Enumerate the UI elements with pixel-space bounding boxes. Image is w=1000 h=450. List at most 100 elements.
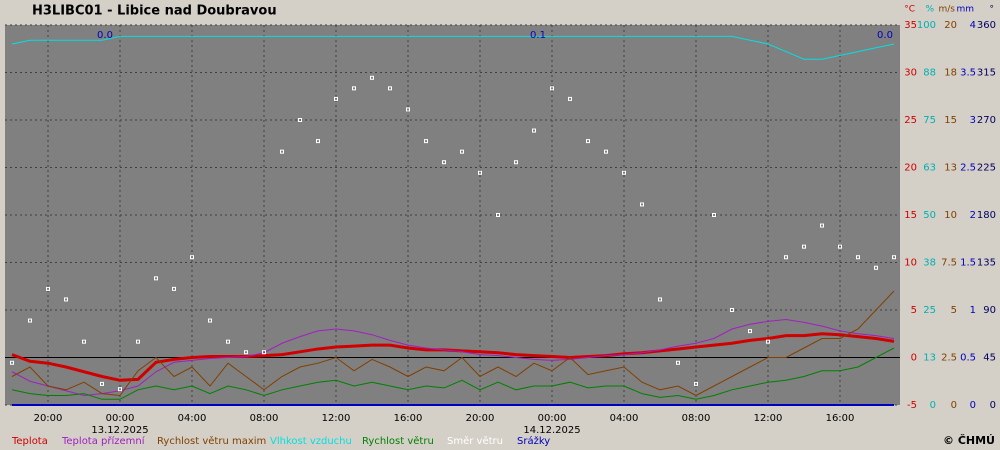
legend-entry: Rychlost větru: [362, 435, 434, 447]
wind-direction-dot: [712, 213, 716, 217]
wind-direction-dot: [136, 339, 140, 344]
wind-direction-dot: [208, 318, 212, 323]
wind-direction-dot: [334, 96, 338, 101]
y-tick-label: -5: [907, 400, 917, 411]
wind-direction-dot: [478, 170, 482, 175]
wind-direction-dot: [280, 149, 284, 154]
y-tick-label: 88: [923, 68, 936, 79]
y-tick-label: 3.5: [960, 68, 976, 79]
wind-direction-dot: [82, 339, 86, 344]
legend-entry: Srážky: [517, 435, 550, 447]
legend-entry: Teplota přízemní: [61, 435, 146, 447]
y-tick-label: 5: [911, 305, 917, 316]
y-tick-label: 30: [904, 68, 917, 79]
y-tick-label: 3: [970, 115, 976, 126]
y-tick-label: 25: [904, 115, 917, 126]
wind-direction-dot: [496, 213, 500, 217]
y-tick-label: 75: [923, 115, 936, 126]
wind-direction-dot: [460, 149, 464, 154]
x-tick-label: 08:00: [682, 413, 711, 424]
y-tick-label: 7.5: [941, 258, 957, 269]
y-tick-label: 18: [944, 68, 957, 79]
wind-direction-dot: [604, 149, 608, 154]
y-tick-label: 2: [970, 210, 976, 221]
y-tick-label: 15: [944, 115, 957, 126]
wind-direction-dot: [424, 139, 428, 144]
y-tick-label: 90: [983, 305, 996, 316]
y-tick-label: 50: [923, 210, 936, 221]
y-tick-label: 25: [923, 305, 936, 316]
wind-direction-dot: [262, 350, 266, 355]
x-tick-label: 20:00: [466, 413, 495, 424]
precip-total: 0.1: [530, 30, 546, 41]
wind-direction-dot: [514, 160, 518, 165]
wind-direction-dot: [658, 297, 662, 302]
wind-direction-dot: [28, 318, 32, 323]
axis-unit: %: [925, 5, 934, 15]
y-tick-label: 63: [923, 163, 936, 174]
y-tick-label: 45: [983, 353, 996, 364]
wind-direction-dot: [10, 360, 14, 365]
date-label: 13.12.2025: [91, 425, 148, 436]
x-tick-label: 20:00: [34, 413, 63, 424]
axis-unit: mm: [956, 5, 974, 15]
axis-unit: °: [990, 5, 995, 15]
y-tick-label: 10: [944, 210, 957, 221]
wind-direction-dot: [802, 244, 806, 249]
y-tick-label: 1.5: [960, 258, 976, 269]
wind-direction-dot: [874, 265, 878, 270]
x-tick-label: 00:00: [538, 413, 567, 424]
y-tick-label: 0: [970, 400, 976, 411]
wind-direction-dot: [550, 86, 554, 91]
wind-direction-dot: [388, 86, 392, 91]
legend-entry: Rychlost větru maxim: [157, 435, 266, 447]
wind-direction-dot: [568, 96, 572, 101]
chart-title: H3LIBC01 - Libice nad Doubravou: [32, 4, 277, 19]
y-tick-label: 13: [944, 163, 957, 174]
y-tick-label: 0.5: [960, 353, 976, 364]
x-tick-label: 08:00: [250, 413, 279, 424]
series-line: [11, 290, 895, 397]
y-tick-label: 10: [904, 258, 917, 269]
wind-direction-dot: [586, 139, 590, 144]
axis-unit: m/s: [939, 5, 956, 15]
wind-direction-dot: [730, 308, 734, 312]
y-tick-label: 1: [970, 305, 976, 316]
y-tick-label: 35: [904, 20, 917, 31]
wind-direction-dot: [748, 329, 752, 334]
y-tick-label: 0: [990, 400, 996, 411]
y-tick-label: 225: [977, 163, 996, 174]
wind-direction-dot: [316, 139, 320, 144]
series-line: [11, 347, 895, 400]
series-line: [11, 318, 895, 397]
wind-direction-dot: [622, 170, 626, 175]
y-tick-label: 4: [970, 20, 976, 31]
wind-direction-dot: [226, 339, 230, 344]
copyright: © ČHMÚ: [943, 434, 995, 447]
y-tick-label: 5: [951, 305, 957, 316]
x-tick-label: 12:00: [754, 413, 783, 424]
wind-direction-dot: [244, 350, 248, 355]
wind-direction-dot: [64, 297, 68, 302]
wind-direction-dot: [442, 160, 446, 165]
y-tick-label: 0: [951, 400, 957, 411]
wind-direction-dot: [820, 223, 824, 228]
y-tick-label: 315: [977, 68, 996, 79]
wind-direction-dot: [190, 255, 194, 260]
date-label: 14.12.2025: [523, 425, 580, 436]
x-tick-label: 04:00: [610, 413, 639, 424]
wind-direction-dot: [856, 255, 860, 260]
y-tick-label: 270: [977, 115, 996, 126]
y-tick-label: 20: [944, 20, 957, 31]
x-tick-label: 16:00: [394, 413, 423, 424]
precip-total: 0.0: [97, 30, 113, 41]
y-tick-label: 20: [904, 163, 917, 174]
legend-entry: Vlhkost vzduchu: [270, 436, 352, 447]
wind-direction-dot: [154, 276, 158, 281]
wind-direction-dot: [352, 86, 356, 91]
y-tick-label: 180: [977, 210, 996, 221]
wind-direction-dot: [298, 118, 302, 122]
series-line: [11, 35, 895, 60]
wind-direction-dot: [640, 202, 644, 207]
